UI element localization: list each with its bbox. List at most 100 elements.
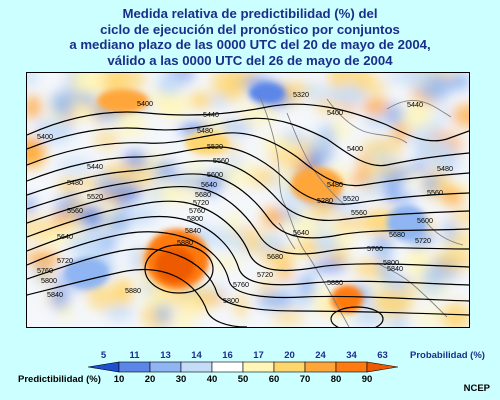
shading-blob <box>298 273 315 300</box>
shading-blob <box>27 215 55 242</box>
contour-5600 <box>27 173 469 239</box>
shading-blob <box>51 283 70 311</box>
shading-blob <box>332 216 372 232</box>
shading-blob <box>362 97 390 116</box>
hotspot <box>65 257 109 289</box>
contour-label: 5640 <box>293 228 309 237</box>
shading-blob <box>56 156 94 177</box>
shading-blob <box>155 303 171 325</box>
contour-label: 5480 <box>197 126 213 135</box>
shading-blob <box>397 119 414 130</box>
contour-label: 5560 <box>213 156 229 165</box>
hotspot <box>155 247 195 283</box>
contour-labels: 5400 5400 5400 5400 5440 5440 5440 5480 5480 5480… <box>37 90 453 305</box>
contour-label: 5880 <box>327 278 343 287</box>
contour-5400 <box>27 103 469 142</box>
contour-5720 <box>27 215 469 286</box>
contour-5560 <box>27 160 469 222</box>
probability-tick: 20 <box>284 350 295 361</box>
shading-blob <box>156 73 184 96</box>
high-predictability-areas <box>65 83 427 313</box>
probability-tick: 13 <box>160 350 171 361</box>
shading-blob <box>301 83 331 102</box>
title-line-1: Medida relativa de predictibilidad (%) d… <box>122 6 378 21</box>
title-line-2: ciclo de ejecución del pronóstico por co… <box>100 21 400 37</box>
shading-blob <box>405 248 433 275</box>
probability-tick: 24 <box>315 350 326 361</box>
probability-tick: 14 <box>191 350 202 361</box>
contour-label: 5480 <box>437 164 453 173</box>
contour-label: 5400 <box>37 132 53 141</box>
predictability-tick: 90 <box>361 374 373 385</box>
probability-scale: 5 11 13 14 16 17 20 24 34 63 Probabilidad (%) <box>0 350 500 362</box>
predictability-tick: 40 <box>206 374 218 385</box>
contour-label: 5480 <box>327 180 343 189</box>
shading-blob <box>330 119 350 142</box>
contour-label: 5800 <box>41 276 57 285</box>
shading-blob <box>366 148 396 159</box>
shading-blob <box>27 196 36 214</box>
predictability-tick: 60 <box>268 374 280 385</box>
shading-blob <box>262 207 284 228</box>
shading-blob <box>310 261 348 272</box>
contour-label: 5720 <box>193 198 209 207</box>
shading-blob <box>141 277 157 298</box>
colorbar-swatch <box>87 361 120 373</box>
shading-blob <box>189 92 213 108</box>
shading-blob <box>237 103 278 126</box>
shading-blob <box>55 198 72 216</box>
shading-blob <box>386 103 404 125</box>
shading-blob <box>156 96 190 119</box>
probability-tick: 16 <box>222 350 233 361</box>
probability-tick: 5 <box>100 350 107 361</box>
contour-5880-south <box>330 306 384 327</box>
contour-label: 5840 <box>185 226 201 235</box>
shading-blob <box>58 178 78 194</box>
predictability-tick: 20 <box>144 374 156 385</box>
contour-5880-ridge <box>144 244 214 294</box>
shading-blob <box>360 164 401 176</box>
contour-label: 5720 <box>257 270 273 279</box>
probability-title: Probabilidad (%) <box>410 350 485 361</box>
shading-blob <box>372 234 393 260</box>
contour-5480 <box>27 132 469 187</box>
shading-blob <box>382 176 401 191</box>
shading-blob <box>443 219 457 246</box>
contour-label: 5560 <box>427 188 443 197</box>
shading-blob <box>318 148 333 164</box>
shading-blob <box>225 73 258 81</box>
contour-5680 <box>27 200 469 272</box>
shading-blob <box>257 233 286 252</box>
contour-label: 5880 <box>125 286 141 295</box>
contour-label: 5680 <box>267 252 283 261</box>
probability-tick: 34 <box>346 350 357 361</box>
hotspot <box>331 285 363 313</box>
shading-blob <box>71 73 105 96</box>
shading-blob <box>356 151 370 177</box>
contour-label: 5760 <box>189 206 205 215</box>
contour-label: 5440 <box>407 100 423 109</box>
shading-blob <box>441 187 464 206</box>
contour-label: 5680 <box>389 230 405 239</box>
shading-blob <box>27 73 38 86</box>
hotspot <box>97 89 149 113</box>
predictability-tick: 80 <box>330 374 342 385</box>
shading-blob <box>113 277 134 306</box>
geopotential-height-contours <box>27 103 469 327</box>
contour-label: 5800 <box>187 214 203 223</box>
colorbar-swatch <box>304 361 337 373</box>
contour-label: 5800 <box>383 258 399 267</box>
shading-blob <box>175 315 194 327</box>
shading-blob <box>100 177 138 195</box>
contour-label: 5760 <box>233 280 249 289</box>
contour-label: 5760 <box>37 266 53 275</box>
shading-blob <box>423 173 439 195</box>
shading-blob <box>330 248 349 266</box>
shading-blob <box>181 295 202 318</box>
predictability-tick: 10 <box>113 374 125 385</box>
shading-blob <box>196 174 222 196</box>
shading-blob <box>414 137 454 165</box>
colorbar-swatch <box>242 361 275 373</box>
shading-blob <box>122 150 148 171</box>
contour-label: 5640 <box>57 232 73 241</box>
